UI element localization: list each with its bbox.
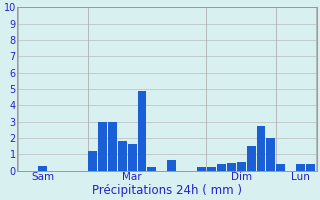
- Bar: [88, 151, 97, 171]
- Bar: [98, 122, 107, 171]
- Bar: [128, 144, 137, 171]
- Bar: [217, 164, 226, 171]
- Bar: [38, 166, 47, 171]
- Bar: [138, 91, 147, 171]
- Bar: [227, 163, 236, 171]
- Bar: [167, 160, 176, 171]
- Bar: [197, 167, 206, 171]
- Bar: [108, 122, 117, 171]
- Bar: [296, 164, 305, 171]
- Bar: [257, 126, 266, 171]
- X-axis label: Précipitations 24h ( mm ): Précipitations 24h ( mm ): [92, 184, 242, 197]
- Bar: [237, 162, 246, 171]
- Bar: [276, 164, 285, 171]
- Bar: [148, 167, 156, 171]
- Bar: [118, 141, 127, 171]
- Bar: [267, 138, 276, 171]
- Bar: [207, 167, 216, 171]
- Bar: [306, 164, 315, 171]
- Bar: [247, 146, 256, 171]
